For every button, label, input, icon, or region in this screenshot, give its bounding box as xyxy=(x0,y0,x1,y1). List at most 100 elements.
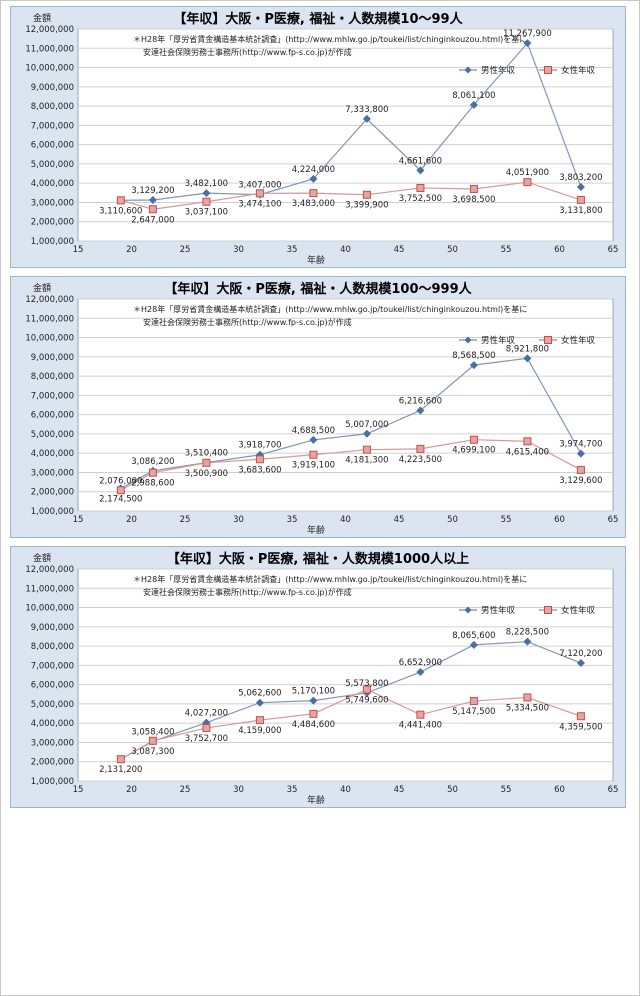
data-point-female xyxy=(416,444,425,453)
data-point-female xyxy=(116,486,125,495)
data-point-male xyxy=(469,361,478,370)
data-point-female xyxy=(576,465,585,474)
x-tick-label: 30 xyxy=(233,515,244,525)
data-point-female xyxy=(469,184,478,193)
y-tick-label: 11,000,000 xyxy=(25,314,74,324)
data-point-female xyxy=(576,712,585,721)
data-point-male xyxy=(416,166,425,175)
data-point-male xyxy=(576,182,585,191)
data-point-female xyxy=(148,736,157,745)
y-tick-label: 10,000,000 xyxy=(25,604,74,614)
legend-label: 男性年収 xyxy=(481,605,516,616)
data-label-male: 6,652,900 xyxy=(399,658,442,668)
data-point-male xyxy=(362,114,371,123)
data-point-female xyxy=(116,755,125,764)
data-label-female: 4,359,500 xyxy=(559,722,602,732)
data-label-male: 8,568,500 xyxy=(452,351,495,361)
y-tick-label: 7,000,000 xyxy=(31,661,74,671)
y-tick-label: 12,000,000 xyxy=(25,295,74,305)
data-point-male xyxy=(309,435,318,444)
x-tick-label: 45 xyxy=(394,515,405,525)
y-tick-label: 10,000,000 xyxy=(25,64,74,74)
y-tick-label: 7,000,000 xyxy=(31,391,74,401)
source-note: ＊H28年「厚労省賃金構造基本統計調査」(http://www.mhlw.go.… xyxy=(133,574,527,584)
x-tick-label: 55 xyxy=(501,515,512,525)
legend-marker xyxy=(544,66,552,74)
x-tick-label: 60 xyxy=(554,785,565,795)
y-tick-label: 7,000,000 xyxy=(31,121,74,131)
line-chart-3: 1,000,000 2,000,000 3,000,000 4,000,000 5,00… xyxy=(25,551,618,806)
data-label-female: 5,147,500 xyxy=(452,707,495,717)
data-point-female xyxy=(255,455,264,464)
data-point-male xyxy=(523,354,532,363)
x-tick-label: 30 xyxy=(233,785,244,795)
y-tick-label: 9,000,000 xyxy=(31,623,74,633)
x-tick-label: 20 xyxy=(126,785,137,795)
x-tick-label: 25 xyxy=(180,515,191,525)
y-tick-label: 4,000,000 xyxy=(31,719,74,729)
x-tick-label: 15 xyxy=(73,785,84,795)
x-axis-label: 年齢 xyxy=(307,794,325,806)
x-tick-label: 20 xyxy=(126,515,137,525)
source-note: 安達社会保険労務士事務所(http://www.fp-s.co.jp)が作成 xyxy=(143,47,352,57)
data-point-female xyxy=(523,178,532,187)
data-label-female: 3,500,900 xyxy=(185,469,228,479)
data-label-male: 3,482,100 xyxy=(185,179,228,189)
chart-title: 【年収】大阪・P医療, 福祉・人数規模1000人以上 xyxy=(167,551,469,567)
data-label-female: 3,483,000 xyxy=(292,199,335,209)
y-tick-label: 11,000,000 xyxy=(25,584,74,594)
data-label-male: 3,974,700 xyxy=(559,440,602,450)
data-point-male xyxy=(416,668,425,677)
data-label-male: 5,062,600 xyxy=(238,689,281,699)
y-tick-label: 3,000,000 xyxy=(31,468,74,478)
data-label-female: 4,181,300 xyxy=(345,456,388,466)
data-point-female xyxy=(116,196,125,205)
series-line-male xyxy=(120,357,582,489)
line-chart-1: 1,000,000 2,000,000 3,000,000 4,000,000 5,00… xyxy=(25,11,618,266)
data-point-female xyxy=(202,197,211,206)
data-label-male: 8,921,800 xyxy=(506,344,549,354)
data-label-male: 8,228,500 xyxy=(506,628,549,638)
data-label-male: 5,007,000 xyxy=(345,420,388,430)
data-label-female: 4,051,900 xyxy=(506,168,549,178)
y-tick-label: 8,000,000 xyxy=(31,102,74,112)
y-tick-label: 10,000,000 xyxy=(25,334,74,344)
data-point-male xyxy=(416,406,425,415)
x-tick-label: 40 xyxy=(340,785,351,795)
y-tick-label: 11,000,000 xyxy=(25,44,74,54)
line-chart-2: 1,000,000 2,000,000 3,000,000 4,000,000 5,00… xyxy=(25,281,618,536)
y-tick-label: 5,000,000 xyxy=(31,700,74,710)
data-label-male: 3,510,400 xyxy=(185,449,228,459)
x-tick-label: 55 xyxy=(501,245,512,255)
data-point-male xyxy=(255,698,264,707)
source-note: ＊H28年「厚労省賃金構造基本統計調査」(http://www.mhlw.go.… xyxy=(133,34,527,44)
x-tick-label: 35 xyxy=(287,785,298,795)
data-label-male: 4,688,500 xyxy=(292,426,335,436)
y-tick-label: 8,000,000 xyxy=(31,642,74,652)
data-point-female xyxy=(523,693,532,702)
data-point-female xyxy=(416,183,425,192)
y-tick-label: 3,000,000 xyxy=(31,738,74,748)
chart-panel-1: 1,000,000 2,000,000 3,000,000 4,000,000 5,00… xyxy=(10,6,626,268)
data-label-female: 2,647,000 xyxy=(131,215,174,225)
data-point-female xyxy=(576,195,585,204)
x-tick-label: 40 xyxy=(340,515,351,525)
data-label-female: 4,484,600 xyxy=(292,720,335,730)
data-point-male xyxy=(469,640,478,649)
data-label-male: 5,170,100 xyxy=(292,687,335,697)
y-tick-label: 1,000,000 xyxy=(31,237,74,247)
y-tick-label: 9,000,000 xyxy=(31,353,74,363)
data-label-female: 3,752,500 xyxy=(399,194,442,204)
source-note: ＊H28年「厚労省賃金構造基本統計調査」(http://www.mhlw.go.… xyxy=(133,304,527,314)
data-label-female: 5,749,600 xyxy=(345,695,388,705)
data-label-male: 3,086,200 xyxy=(131,457,174,467)
x-tick-label: 15 xyxy=(73,515,84,525)
data-label-female: 2,076,000 xyxy=(99,476,142,486)
y-tick-label: 2,000,000 xyxy=(31,218,74,228)
source-note: 安達社会保険労務士事務所(http://www.fp-s.co.jp)が作成 xyxy=(143,317,352,327)
data-label-female: 4,699,100 xyxy=(452,446,495,456)
data-label-male: 6,216,600 xyxy=(399,396,442,406)
data-label-female: 3,129,600 xyxy=(559,476,602,486)
data-label-male: 4,661,600 xyxy=(399,156,442,166)
data-point-female xyxy=(309,450,318,459)
